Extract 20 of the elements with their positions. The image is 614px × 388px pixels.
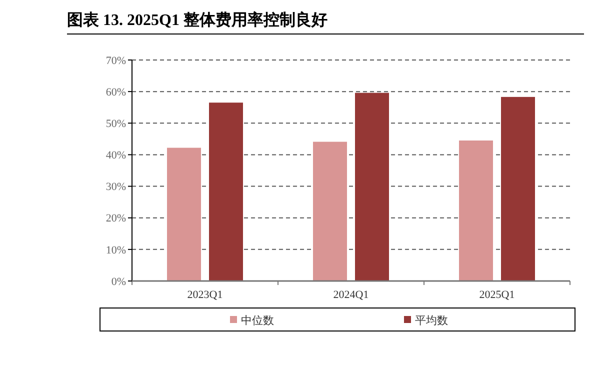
legend-label: 平均数 (415, 314, 448, 327)
bar (313, 142, 347, 281)
y-tick-label: 10% (106, 244, 126, 256)
y-tick-label: 20% (106, 212, 126, 225)
y-tick-label: 0% (111, 276, 126, 288)
y-tick-label: 50% (106, 118, 126, 130)
chart-title: 图表 13. 2025Q1 整体费用率控制良好 (67, 10, 328, 29)
y-tick-label: 60% (106, 86, 126, 98)
bar (209, 102, 243, 281)
bar (459, 140, 493, 281)
x-tick-label: 2024Q1 (333, 289, 369, 301)
bar (501, 96, 535, 281)
bar (355, 92, 389, 281)
y-tick-label: 70% (106, 54, 126, 67)
bar (167, 148, 201, 281)
x-tick-label: 2023Q1 (187, 289, 223, 301)
y-tick-label: 30% (106, 181, 126, 194)
legend-label: 中位数 (241, 314, 274, 327)
y-tick-label: 40% (106, 150, 126, 162)
x-tick-label: 2025Q1 (479, 289, 515, 301)
